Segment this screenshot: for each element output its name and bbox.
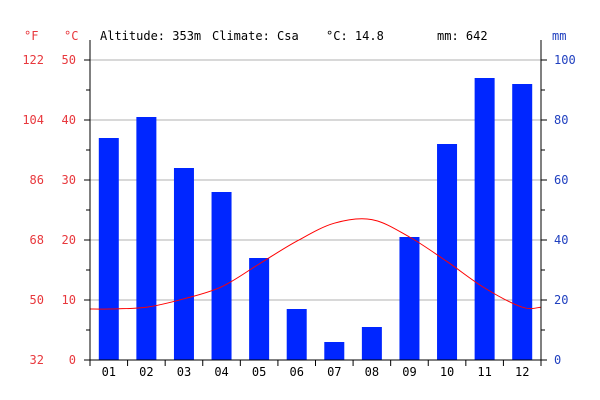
precip-total-label: mm: 642: [437, 29, 488, 43]
celsius-tick-label: 0: [69, 353, 76, 367]
celsius-tick-label: 20: [62, 233, 76, 247]
mm-tick-label: 100: [554, 53, 576, 67]
month-label-06: 06: [289, 365, 303, 379]
mm-tick-label: 60: [554, 173, 568, 187]
precip-bar-11: [474, 78, 495, 360]
precip-bar-12: [512, 84, 533, 360]
celsius-tick-label: 10: [62, 293, 76, 307]
month-label-01: 01: [102, 365, 116, 379]
altitude-label: Altitude: 353m: [100, 29, 201, 43]
precip-bar-02: [136, 117, 157, 360]
celsius-tick-label: 40: [62, 113, 76, 127]
fahrenheit-tick-label: 104: [22, 113, 44, 127]
fahrenheit-tick-label: 86: [30, 173, 44, 187]
month-label-05: 05: [252, 365, 266, 379]
unit-celsius-label: °C: [64, 29, 78, 43]
precip-bar-10: [437, 144, 458, 360]
month-label-12: 12: [515, 365, 529, 379]
mm-tick-label: 40: [554, 233, 568, 247]
fahrenheit-tick-label: 50: [30, 293, 44, 307]
month-label-04: 04: [214, 365, 228, 379]
precip-bar-01: [98, 138, 119, 360]
precip-bar-09: [399, 237, 420, 360]
temperature-line: [89, 218, 542, 310]
month-label-11: 11: [477, 365, 491, 379]
temperature-line-group: [89, 218, 542, 310]
precip-bar-07: [324, 342, 345, 360]
unit-fahrenheit-label: °F: [24, 29, 38, 43]
month-label-10: 10: [440, 365, 454, 379]
mm-tick-label: 0: [554, 353, 561, 367]
month-label-09: 09: [402, 365, 416, 379]
fahrenheit-tick-label: 122: [22, 53, 44, 67]
fahrenheit-tick-label: 68: [30, 233, 44, 247]
unit-mm-label: mm: [552, 29, 566, 43]
mean-temp-label: °C: 14.8: [326, 29, 384, 43]
celsius-tick-label: 30: [62, 173, 76, 187]
grid-lines: [90, 59, 541, 301]
precip-bar-03: [173, 168, 194, 360]
climate-label: Climate: Csa: [212, 29, 299, 43]
month-label-03: 03: [177, 365, 191, 379]
month-label-07: 07: [327, 365, 341, 379]
mm-tick-label: 20: [554, 293, 568, 307]
mm-tick-label: 80: [554, 113, 568, 127]
precip-bar-05: [249, 258, 270, 360]
celsius-tick-label: 50: [62, 53, 76, 67]
precipitation-bars: [98, 78, 533, 360]
precip-bar-04: [211, 192, 232, 360]
axes: [84, 40, 547, 366]
precip-bar-08: [361, 327, 382, 360]
month-label-02: 02: [139, 365, 153, 379]
precip-bar-06: [286, 309, 307, 360]
fahrenheit-tick-label: 32: [30, 353, 44, 367]
month-label-08: 08: [365, 365, 379, 379]
